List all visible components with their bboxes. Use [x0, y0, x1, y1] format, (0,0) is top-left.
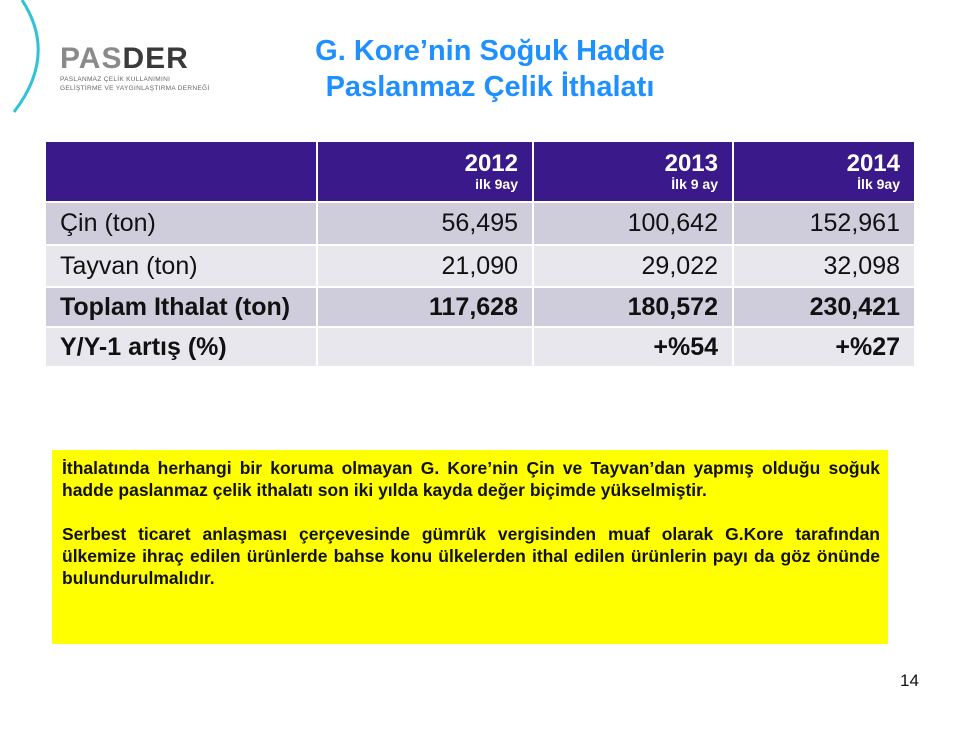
title-line1: G. Kore’nin Soğuk Hadde [315, 35, 665, 67]
cell: 117,628 [318, 288, 532, 326]
cell: 21,090 [318, 246, 532, 286]
cell: 230,421 [734, 288, 914, 326]
year: 2013 [664, 149, 718, 177]
year: 2014 [846, 149, 900, 177]
logo-arc [12, 0, 40, 113]
import-table: 2012 ilk 9ay 2013 İlk 9 ay 2014 İlk 9ay Çin… [44, 140, 916, 368]
cell: 152,961 [734, 203, 914, 244]
cell: +%27 [734, 328, 914, 366]
cell: 180,572 [534, 288, 732, 326]
header-2012: 2012 ilk 9ay [318, 142, 532, 201]
cell: +%54 [534, 328, 732, 366]
row-label: Tayvan (ton) [46, 246, 316, 286]
table-row: Toplam Ithalat (ton) 117,628 180,572 230… [46, 288, 914, 326]
page-number: 14 [900, 671, 919, 690]
cell: 100,642 [534, 203, 732, 244]
year: 2012 [464, 149, 518, 177]
cell [318, 328, 532, 366]
logo-line2: GELİŞTİRME VE YAYGINLAŞTIRMA DERNEĞİ [60, 85, 210, 92]
table-row: Çin (ton) 56,495 100,642 152,961 [46, 203, 914, 244]
header-empty [46, 142, 316, 201]
row-label: Çin (ton) [46, 203, 316, 244]
row-label: Toplam Ithalat (ton) [46, 288, 316, 326]
table-row: Tayvan (ton) 21,090 29,022 32,098 [46, 246, 914, 286]
pasder-logo: PASDER PASLANMAZ ÇELİK KULLANIMINI GELİŞ… [0, 0, 215, 120]
logo-line1: PASLANMAZ ÇELİK KULLANIMINI [60, 76, 171, 83]
header-2013: 2013 İlk 9 ay [534, 142, 732, 201]
cell: 32,098 [734, 246, 914, 286]
note-paragraph-2: Serbest ticaret anlaşması çerçevesinde g… [62, 524, 880, 588]
period: ilk 9ay [475, 175, 518, 192]
table-row: Y/Y-1 artış (%) +%54 +%27 [46, 328, 914, 366]
highlight-note: İthalatında herhangi bir koruma olmayan … [52, 450, 888, 644]
row-label: Y/Y-1 artış (%) [46, 328, 316, 366]
cell: 56,495 [318, 203, 532, 244]
period: İlk 9ay [857, 175, 900, 192]
note-paragraph-1: İthalatında herhangi bir koruma olmayan … [62, 458, 880, 500]
header-2014: 2014 İlk 9ay [734, 142, 914, 201]
slide-title: G. Kore’nin Soğuk Hadde Paslanmaz Çelik … [240, 33, 740, 105]
logo-name: PASDER [60, 42, 189, 75]
period: İlk 9 ay [671, 175, 718, 192]
title-line2: Paslanmaz Çelik İthalatı [325, 71, 655, 103]
cell: 29,022 [534, 246, 732, 286]
header-row: 2012 ilk 9ay 2013 İlk 9 ay 2014 İlk 9ay [46, 142, 914, 201]
